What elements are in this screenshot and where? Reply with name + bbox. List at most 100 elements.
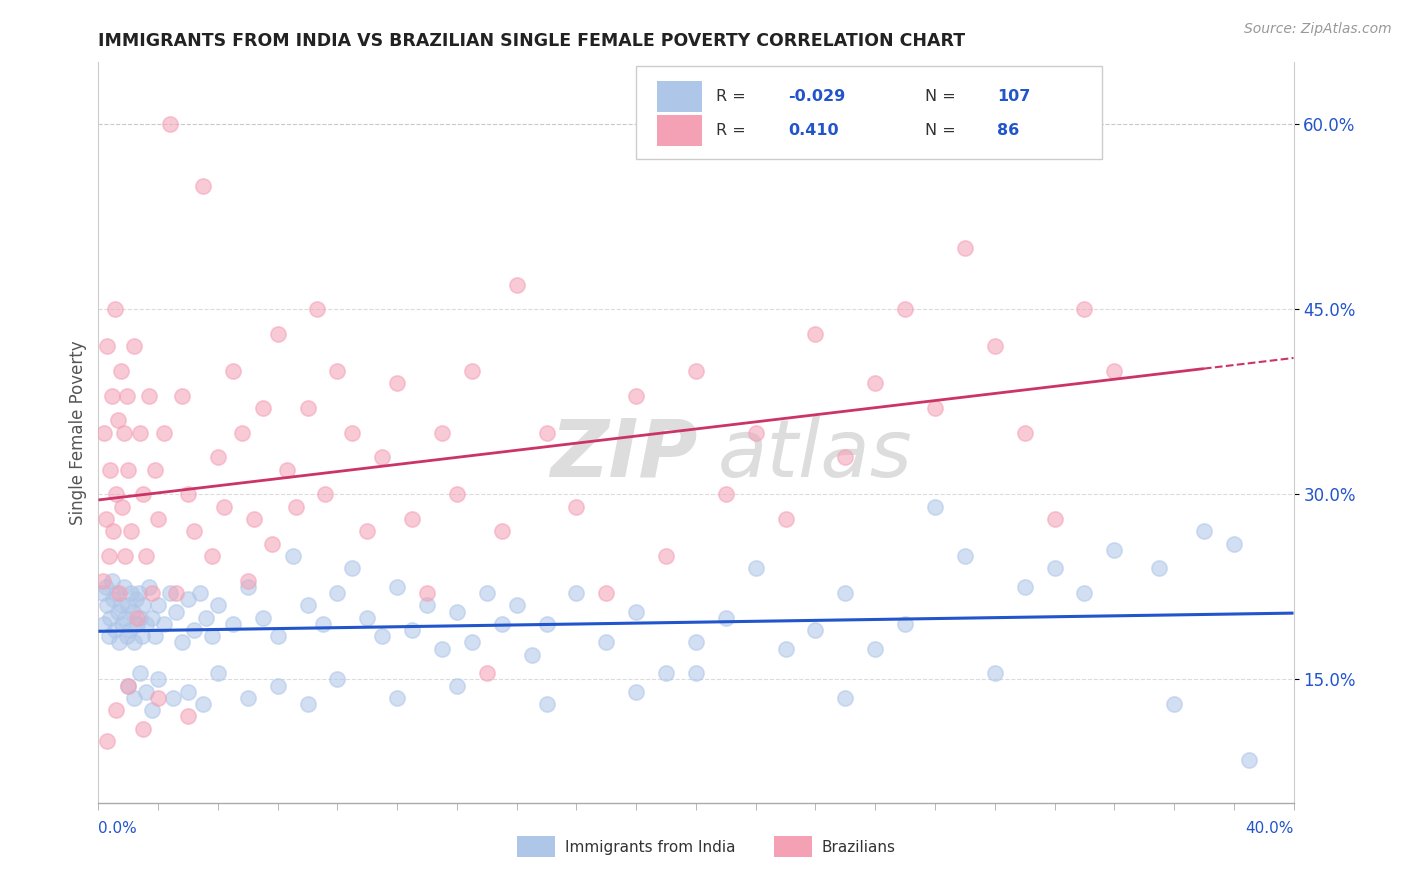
Point — [148, 673, 170, 687]
Point — [385, 690, 409, 705]
Point — [129, 425, 152, 440]
Point — [252, 401, 274, 415]
Point — [104, 302, 127, 317]
Point — [212, 500, 235, 514]
Point — [125, 592, 148, 607]
Point — [984, 666, 1007, 681]
Point — [127, 610, 149, 624]
Point — [536, 697, 558, 711]
Point — [124, 690, 146, 705]
Point — [105, 703, 128, 717]
Point — [114, 610, 136, 624]
Point — [536, 425, 558, 440]
Point — [103, 524, 125, 539]
Point — [115, 389, 138, 403]
Point — [207, 450, 229, 465]
Point — [141, 586, 163, 600]
Point — [626, 685, 648, 699]
Point — [191, 178, 214, 193]
Point — [475, 666, 498, 681]
Point — [96, 339, 118, 353]
Point — [148, 599, 170, 613]
Point — [98, 462, 122, 476]
Point — [430, 425, 453, 440]
Text: 0.0%: 0.0% — [98, 822, 138, 837]
Point — [159, 586, 181, 600]
Text: ZIP: ZIP — [551, 416, 697, 494]
Point — [97, 549, 120, 563]
Point — [506, 277, 529, 292]
Point — [252, 610, 274, 624]
Point — [96, 734, 118, 748]
Point — [685, 666, 707, 681]
Point — [121, 605, 143, 619]
Point — [101, 389, 124, 403]
Point — [1192, 524, 1215, 539]
FancyBboxPatch shape — [637, 66, 1102, 159]
Point — [177, 487, 200, 501]
Point — [141, 703, 163, 717]
Point — [153, 616, 176, 631]
Point — [1147, 561, 1170, 575]
Point — [834, 586, 856, 600]
Point — [446, 679, 468, 693]
Point — [148, 512, 170, 526]
Point — [655, 549, 678, 563]
Point — [326, 586, 349, 600]
Point — [565, 586, 588, 600]
Point — [188, 586, 211, 600]
Point — [924, 500, 946, 514]
Point — [342, 561, 364, 575]
Point — [1237, 753, 1260, 767]
Point — [128, 586, 150, 600]
Point — [595, 635, 617, 649]
Point — [401, 623, 423, 637]
Point — [315, 487, 337, 501]
Point — [865, 641, 887, 656]
Point — [207, 666, 229, 681]
Point — [1104, 364, 1126, 378]
Point — [416, 586, 439, 600]
Text: Immigrants from India: Immigrants from India — [565, 839, 735, 855]
Point — [153, 425, 176, 440]
Point — [120, 586, 142, 600]
Point — [132, 487, 155, 501]
Point — [117, 679, 139, 693]
Point — [91, 574, 114, 588]
Point — [201, 549, 224, 563]
Point — [177, 685, 200, 699]
Point — [1014, 425, 1036, 440]
Point — [984, 339, 1007, 353]
Text: R =: R = — [716, 123, 751, 138]
Point — [714, 487, 737, 501]
Text: 86: 86 — [997, 123, 1019, 138]
Point — [685, 635, 707, 649]
Point — [117, 679, 139, 693]
Point — [745, 561, 768, 575]
Text: atlas: atlas — [718, 416, 912, 494]
Point — [775, 641, 797, 656]
Point — [112, 580, 135, 594]
Point — [183, 524, 205, 539]
Point — [297, 599, 319, 613]
Text: 107: 107 — [997, 89, 1031, 104]
Point — [143, 629, 166, 643]
Point — [177, 709, 200, 723]
Point — [536, 616, 558, 631]
Point — [129, 666, 152, 681]
Point — [416, 599, 439, 613]
Point — [894, 302, 917, 317]
Point — [94, 512, 117, 526]
Point — [520, 648, 543, 662]
Point — [804, 623, 827, 637]
Point — [1014, 580, 1036, 594]
Point — [297, 401, 319, 415]
Text: Brazilians: Brazilians — [821, 839, 896, 855]
Point — [1073, 586, 1095, 600]
Point — [148, 690, 170, 705]
Text: Source: ZipAtlas.com: Source: ZipAtlas.com — [1244, 22, 1392, 37]
Point — [118, 623, 141, 637]
Text: R =: R = — [716, 89, 751, 104]
Point — [924, 401, 946, 415]
Point — [177, 592, 200, 607]
